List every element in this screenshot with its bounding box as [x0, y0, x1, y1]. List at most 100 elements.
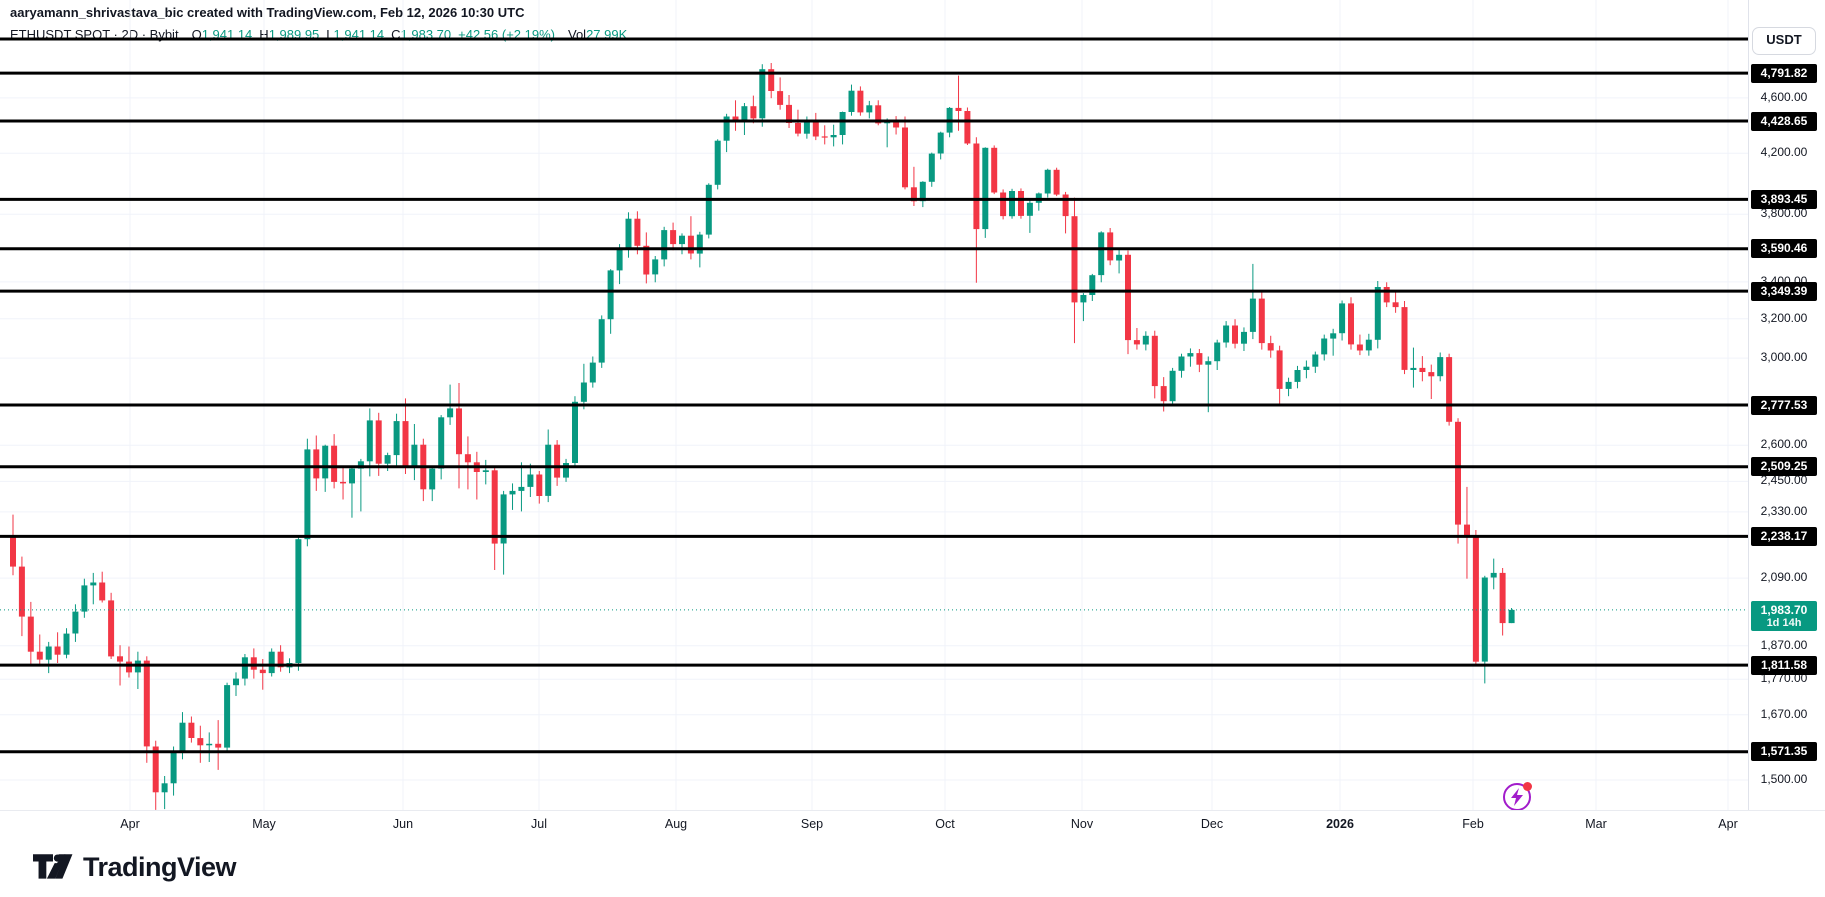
candle-body	[625, 218, 632, 249]
price-tick-label: 1,500.00	[1760, 772, 1808, 786]
candle-body	[1392, 302, 1399, 308]
candle-body	[10, 536, 16, 567]
candle-body	[580, 382, 587, 402]
candle-body	[1490, 572, 1497, 578]
candle-body	[1499, 572, 1506, 624]
candle-body	[991, 147, 998, 193]
candle-body	[357, 461, 364, 469]
price-tick-label: 3,200.00	[1760, 310, 1808, 325]
candle-body	[964, 111, 971, 144]
level-price-pill[interactable]: 1,811.58	[1751, 655, 1817, 675]
candle-body	[1214, 342, 1221, 362]
price-tick-label: 2,330.00	[1760, 503, 1808, 518]
candle-body	[1044, 169, 1051, 194]
candle-body	[438, 417, 445, 469]
candle-body	[821, 136, 828, 138]
candle-body	[1169, 370, 1176, 402]
candle-body	[1196, 353, 1203, 365]
candle-body	[679, 235, 685, 245]
candle-body	[473, 462, 480, 472]
candle-body	[857, 90, 864, 113]
footer-bar: TradingView	[0, 838, 1825, 897]
current-price-label[interactable]: 1,983.70 1d 14h	[1751, 600, 1817, 631]
level-price-pill[interactable]: 2,238.17	[1751, 526, 1817, 546]
candle-body	[1089, 275, 1096, 295]
time-tick-label: Jun	[392, 817, 414, 831]
candle-body	[1241, 331, 1247, 344]
candle-body	[1330, 333, 1337, 339]
level-price-pill[interactable]: 2,509.25	[1751, 457, 1817, 477]
time-tick-label: Feb	[1462, 817, 1484, 831]
candle-body	[786, 104, 792, 123]
candle-body	[286, 663, 293, 668]
price-tick-label: 4,600.00	[1760, 89, 1808, 104]
price-scale-axis[interactable]: 1,983.70 1d 14h 4,600.00 4,200.00 3,800.00…	[1748, 0, 1825, 812]
candle-body	[875, 105, 882, 124]
candle-body	[233, 678, 239, 686]
level-price-pill[interactable]: 1,571.35	[1751, 742, 1817, 762]
level-price-pill[interactable]: 4,428.65	[1751, 111, 1817, 131]
time-tick-label: Mar	[1585, 817, 1607, 831]
candle-body	[1455, 421, 1461, 525]
bar-countdown: 1d 14h	[1766, 616, 1802, 629]
candle-body	[652, 259, 659, 275]
candle-body	[910, 187, 917, 202]
candle-body	[928, 153, 935, 182]
price-tick-label: 1,870.00	[1760, 637, 1808, 652]
candle-body	[777, 91, 784, 105]
boost-lightning-icon[interactable]	[1503, 782, 1532, 811]
volume-value: 27.99K	[586, 27, 628, 42]
candle-body	[973, 143, 980, 230]
level-price-pill[interactable]: 3,590.46	[1751, 239, 1817, 259]
candle-body	[313, 449, 320, 479]
candle-body	[215, 743, 222, 748]
candle-body	[90, 582, 97, 586]
notification-dot	[1523, 782, 1532, 791]
chart-canvas[interactable]	[0, 0, 1825, 812]
candle-body	[45, 646, 52, 660]
candle-body	[884, 121, 891, 124]
price-tick-label: 2,450.00	[1760, 473, 1808, 488]
candle-body	[491, 470, 498, 544]
candle-body	[1026, 202, 1033, 216]
candle-body	[72, 611, 79, 634]
candle-body	[545, 444, 552, 496]
candle-body	[1258, 298, 1265, 344]
level-price-pill[interactable]: 3,893.45	[1751, 189, 1817, 209]
level-price-pill[interactable]: 4,791.82	[1751, 63, 1817, 83]
tradingview-logo[interactable]: TradingView	[33, 851, 237, 883]
current-price-value: 1,983.70	[1760, 602, 1808, 617]
candle-body	[759, 69, 766, 119]
price-tick-label: 1,770.00	[1760, 671, 1808, 686]
candle-body	[803, 119, 810, 134]
level-price-pill[interactable]: 2,777.53	[1751, 395, 1817, 415]
level-price-pill[interactable]: 3,349.39	[1751, 281, 1817, 301]
candle-body	[1419, 367, 1426, 372]
candle-body	[1080, 295, 1087, 303]
candle-body	[1000, 192, 1007, 217]
candle-body	[554, 444, 561, 478]
candle-body	[18, 566, 25, 617]
candle-body	[36, 651, 43, 660]
candle-body	[1410, 367, 1417, 370]
snapshot-attribution: aaryamann_shrivastava_bic created with T…	[10, 5, 525, 20]
close-value: 1,983.70	[400, 27, 452, 42]
candle-body	[670, 230, 677, 245]
time-tick-label: 2026	[1326, 817, 1354, 831]
candle-body	[197, 738, 204, 746]
currency-toggle-button[interactable]: USDT	[1752, 27, 1816, 55]
candle-body	[1508, 609, 1515, 624]
candle-body	[1035, 193, 1042, 203]
candle-body	[1383, 287, 1390, 303]
candle-body	[1178, 356, 1185, 371]
candle-body	[741, 106, 748, 122]
candle-body	[250, 657, 257, 670]
candle-body	[1481, 577, 1488, 662]
candle-body	[1071, 216, 1078, 303]
candle-body	[795, 122, 801, 134]
candle-body	[1133, 340, 1140, 345]
time-scale-axis[interactable]: Apr May Jun Jul Aug Sep Oct Nov Dec 2026 Feb Mar Apr	[0, 810, 1825, 839]
candle-body	[812, 119, 819, 137]
symbol-title[interactable]: ETHUSDT SPOT · 2D · Bybit	[10, 27, 179, 42]
candle-body	[241, 657, 248, 679]
